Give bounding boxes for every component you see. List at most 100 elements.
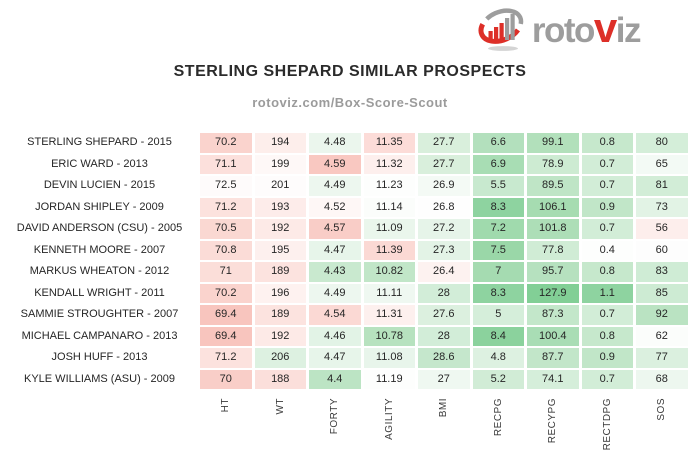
stat-cell-rectdpg: 0.7 [581,154,633,174]
stat-cell-sos: 73 [636,197,688,217]
wordmark-v: v [593,4,617,51]
player-name: KENDALL WRIGHT - 2011 [34,286,165,299]
stat-cell-bmi: 28 [418,283,470,303]
stat-cell-sos: 85 [636,283,688,303]
stat-cell-agility: 11.39 [363,240,415,260]
column-label-ht: HT [220,398,232,413]
stat-cell-forty: 4.47 [309,240,361,260]
source-url: rotoviz.com/Box-Score-Scout [252,95,448,110]
stat-cell-recpg: 5 [472,305,524,325]
stat-cell-agility: 11.14 [363,197,415,217]
stat-cell-ht: 69.4 [200,326,252,346]
stat-cell-agility: 11.11 [363,283,415,303]
stat-cell-recpg: 7.2 [472,219,524,239]
stat-cell-wt: 199 [254,154,306,174]
player-name: DEVIN LUCIEN - 2015 [43,179,156,191]
stat-cell-rectdpg: 0.7 [581,369,633,389]
stat-cell-recpg: 7.5 [472,240,524,260]
label-row-spacer [2,398,197,470]
wordmark-roto: roto [531,11,596,50]
stat-cell-forty: 4.54 [309,305,361,325]
stat-cell-bmi: 26.8 [418,197,470,217]
stat-cell-recpg: 8.4 [472,326,524,346]
stat-cell-agility: 11.35 [363,133,415,153]
table-row: STERLING SHEPARD - 2015 70.2 194 4.48 11.35 2… [2,133,688,153]
stat-cell-ht: 70.2 [200,283,252,303]
stat-cell-recpg: 8.3 [472,283,524,303]
stat-cell-bmi: 27.7 [418,154,470,174]
stat-cell-bmi: 27.7 [418,133,470,153]
stat-cell-bmi: 27.6 [418,305,470,325]
stat-cell-forty: 4.48 [309,133,361,153]
stat-cell-agility: 11.08 [363,348,415,368]
stat-cell-agility: 11.23 [363,176,415,196]
table-row: KENDALL WRIGHT - 2011 70.2 196 4.49 11.11 28 8… [2,283,688,303]
stat-cell-recpg: 8.3 [472,197,524,217]
column-label-sos: SOS [656,398,668,421]
stat-cell-recypg: 127.9 [527,283,579,303]
stat-cell-wt: 196 [254,283,306,303]
player-name: STERLING SHEPARD - 2015 [27,136,172,148]
stat-cell-bmi: 28.6 [418,348,470,368]
stat-cell-recpg: 6.9 [472,154,524,174]
stat-cell-sos: 83 [636,262,688,282]
stat-cell-rectdpg: 0.7 [581,219,633,239]
stat-cell-bmi: 26.4 [418,262,470,282]
stat-cell-sos: 62 [636,326,688,346]
stat-cell-ht: 70.2 [200,133,252,153]
stat-cell-wt: 206 [254,348,306,368]
stat-cell-bmi: 27 [418,369,470,389]
stat-cell-forty: 4.47 [309,348,361,368]
wordmark-iz: iz [615,11,642,50]
stat-cell-sos: 92 [636,305,688,325]
stat-cell-recypg: 87.7 [527,348,579,368]
column-label-agility: AGILITY [383,398,395,440]
page-title: STERLING SHEPARD SIMILAR PROSPECTS [173,63,527,80]
stat-cell-rectdpg: 0.8 [581,133,633,153]
column-label-wt: WT [274,398,286,415]
player-name: DAVID ANDERSON (CSU) - 2005 [16,222,183,234]
column-label-bmi: BMI [438,398,450,418]
stat-cell-sos: 68 [636,369,688,389]
stat-cell-agility: 11.09 [363,219,415,239]
stat-cell-recypg: 99.1 [527,133,579,153]
stat-cell-agility: 11.32 [363,154,415,174]
stat-cell-rectdpg: 0.9 [581,348,633,368]
stat-cell-wt: 189 [254,305,306,325]
stat-cell-recpg: 7 [472,262,524,282]
stat-cell-forty: 4.4 [309,369,361,389]
stat-cell-ht: 71.1 [200,154,252,174]
stat-cell-recpg: 4.8 [472,348,524,368]
table-row: JORDAN SHIPLEY - 2009 71.2 193 4.52 11.14 26.… [2,197,688,217]
player-name: MARKUS WHEATON - 2012 [29,265,170,277]
stat-cell-wt: 193 [254,197,306,217]
stat-cell-wt: 192 [254,326,306,346]
stat-cell-agility: 10.82 [363,262,415,282]
rotoviz-wordmark: rotoviz [531,4,642,51]
stat-cell-rectdpg: 0.9 [581,197,633,217]
rotoviz-logo: rotoviz [475,4,642,52]
stat-cell-wt: 192 [254,219,306,239]
stat-cell-ht: 71 [200,262,252,282]
column-label-recypg: RECYPG [547,398,559,444]
column-label-recpg: RECPG [492,398,504,437]
player-name: JOSH HUFF - 2013 [51,351,148,363]
stat-cell-ht: 72.5 [200,176,252,196]
stat-cell-forty: 4.43 [309,262,361,282]
table-row: DEVIN LUCIEN - 2015 72.5 201 4.49 11.23 26.9 5… [2,176,688,196]
table-row: KENNETH MOORE - 2007 70.8 195 4.47 11.39 27.3… [2,240,688,260]
stat-cell-forty: 4.59 [309,154,361,174]
stat-cell-rectdpg: 0.8 [581,262,633,282]
player-name: JORDAN SHIPLEY - 2009 [35,200,164,213]
table-row: MARKUS WHEATON - 2012 71 189 4.43 10.82 26.4 7… [2,262,688,282]
stat-cell-sos: 81 [636,176,688,196]
stat-cell-forty: 4.49 [309,176,361,196]
stat-cell-recpg: 6.6 [472,133,524,153]
stat-cell-bmi: 26.9 [418,176,470,196]
stat-cell-recypg: 77.8 [527,240,579,260]
stat-cell-sos: 60 [636,240,688,260]
prospects-table: STERLING SHEPARD - 2015 70.2 194 4.48 11.35 2… [2,133,688,391]
stat-cell-agility: 11.19 [363,369,415,389]
stat-cell-ht: 70 [200,369,252,389]
